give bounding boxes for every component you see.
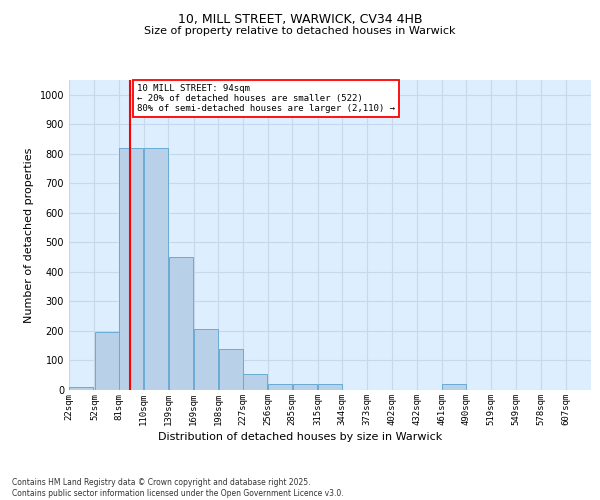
Bar <box>318 384 342 390</box>
Bar <box>194 330 218 390</box>
Bar <box>293 384 317 390</box>
Text: Size of property relative to detached houses in Warwick: Size of property relative to detached ho… <box>144 26 456 36</box>
Text: 10, MILL STREET, WARWICK, CV34 4HB: 10, MILL STREET, WARWICK, CV34 4HB <box>178 12 422 26</box>
Bar <box>219 348 242 390</box>
Bar <box>169 257 193 390</box>
Bar <box>244 374 267 390</box>
Bar <box>70 387 93 390</box>
Bar <box>119 148 143 390</box>
Bar <box>144 148 168 390</box>
Text: Distribution of detached houses by size in Warwick: Distribution of detached houses by size … <box>158 432 442 442</box>
Text: Contains HM Land Registry data © Crown copyright and database right 2025.
Contai: Contains HM Land Registry data © Crown c… <box>12 478 344 498</box>
Y-axis label: Number of detached properties: Number of detached properties <box>24 148 34 322</box>
Bar <box>95 332 119 390</box>
Bar <box>442 384 466 390</box>
Bar <box>268 384 292 390</box>
Text: 10 MILL STREET: 94sqm
← 20% of detached houses are smaller (522)
80% of semi-det: 10 MILL STREET: 94sqm ← 20% of detached … <box>137 84 395 114</box>
